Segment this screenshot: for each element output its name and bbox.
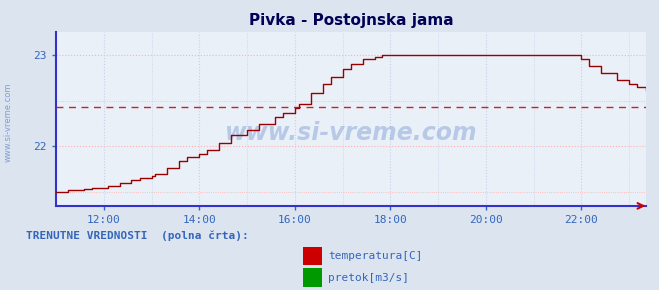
Title: Pivka - Postojnska jama: Pivka - Postojnska jama <box>248 13 453 28</box>
Text: www.si-vreme.com: www.si-vreme.com <box>225 121 477 145</box>
Text: TRENUTNE VREDNOSTI  (polna črta):: TRENUTNE VREDNOSTI (polna črta): <box>26 231 249 241</box>
Text: temperatura[C]: temperatura[C] <box>328 251 422 261</box>
Text: www.si-vreme.com: www.si-vreme.com <box>3 82 13 162</box>
Text: pretok[m3/s]: pretok[m3/s] <box>328 273 409 282</box>
